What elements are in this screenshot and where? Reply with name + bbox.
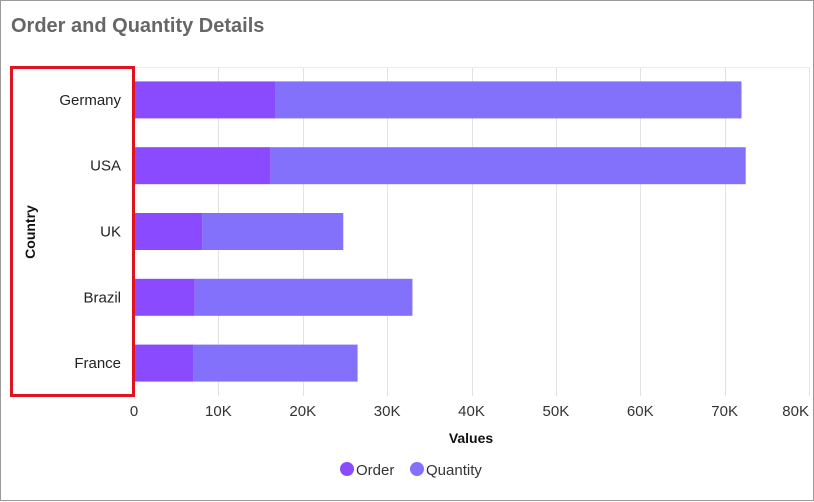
x-tick-label: 70K [711,403,738,420]
legend-label-order: Order [356,462,394,479]
legend-marker-order [340,462,354,476]
bar-order-france [134,344,194,382]
bar-quantity-uk [202,213,344,250]
bar-quantity-brazil [194,278,413,316]
chart-title: Order and Quantity Details [11,15,265,37]
bar-order-germany [134,81,276,119]
x-tick-label: 60K [627,403,654,420]
category-label: USA [90,158,121,175]
legend-label-quantity: Quantity [426,462,482,479]
category-label: UK [100,224,121,241]
y-axis-title: Country [22,205,38,259]
category-label: France [74,355,121,372]
category-label: Brazil [83,289,121,306]
x-tick-label: 0 [130,403,138,420]
x-axis-title: Values [449,430,494,446]
bar-quantity-germany [275,81,742,119]
x-tick-label: 30K [374,403,401,420]
x-tick-label: 20K [289,403,316,420]
x-tick-label: 10K [205,403,232,420]
bar-quantity-france [193,344,358,382]
category-label: Germany [59,92,121,109]
bar-order-brazil [134,278,195,316]
bar-order-uk [134,213,203,250]
bar-quantity-usa [270,147,746,185]
x-tick-label: 50K [543,403,570,420]
x-tick-label: 80K [782,403,809,420]
x-tick-label: 40K [458,403,485,420]
bar-order-usa [134,147,271,185]
legend-marker-quantity [410,462,424,476]
